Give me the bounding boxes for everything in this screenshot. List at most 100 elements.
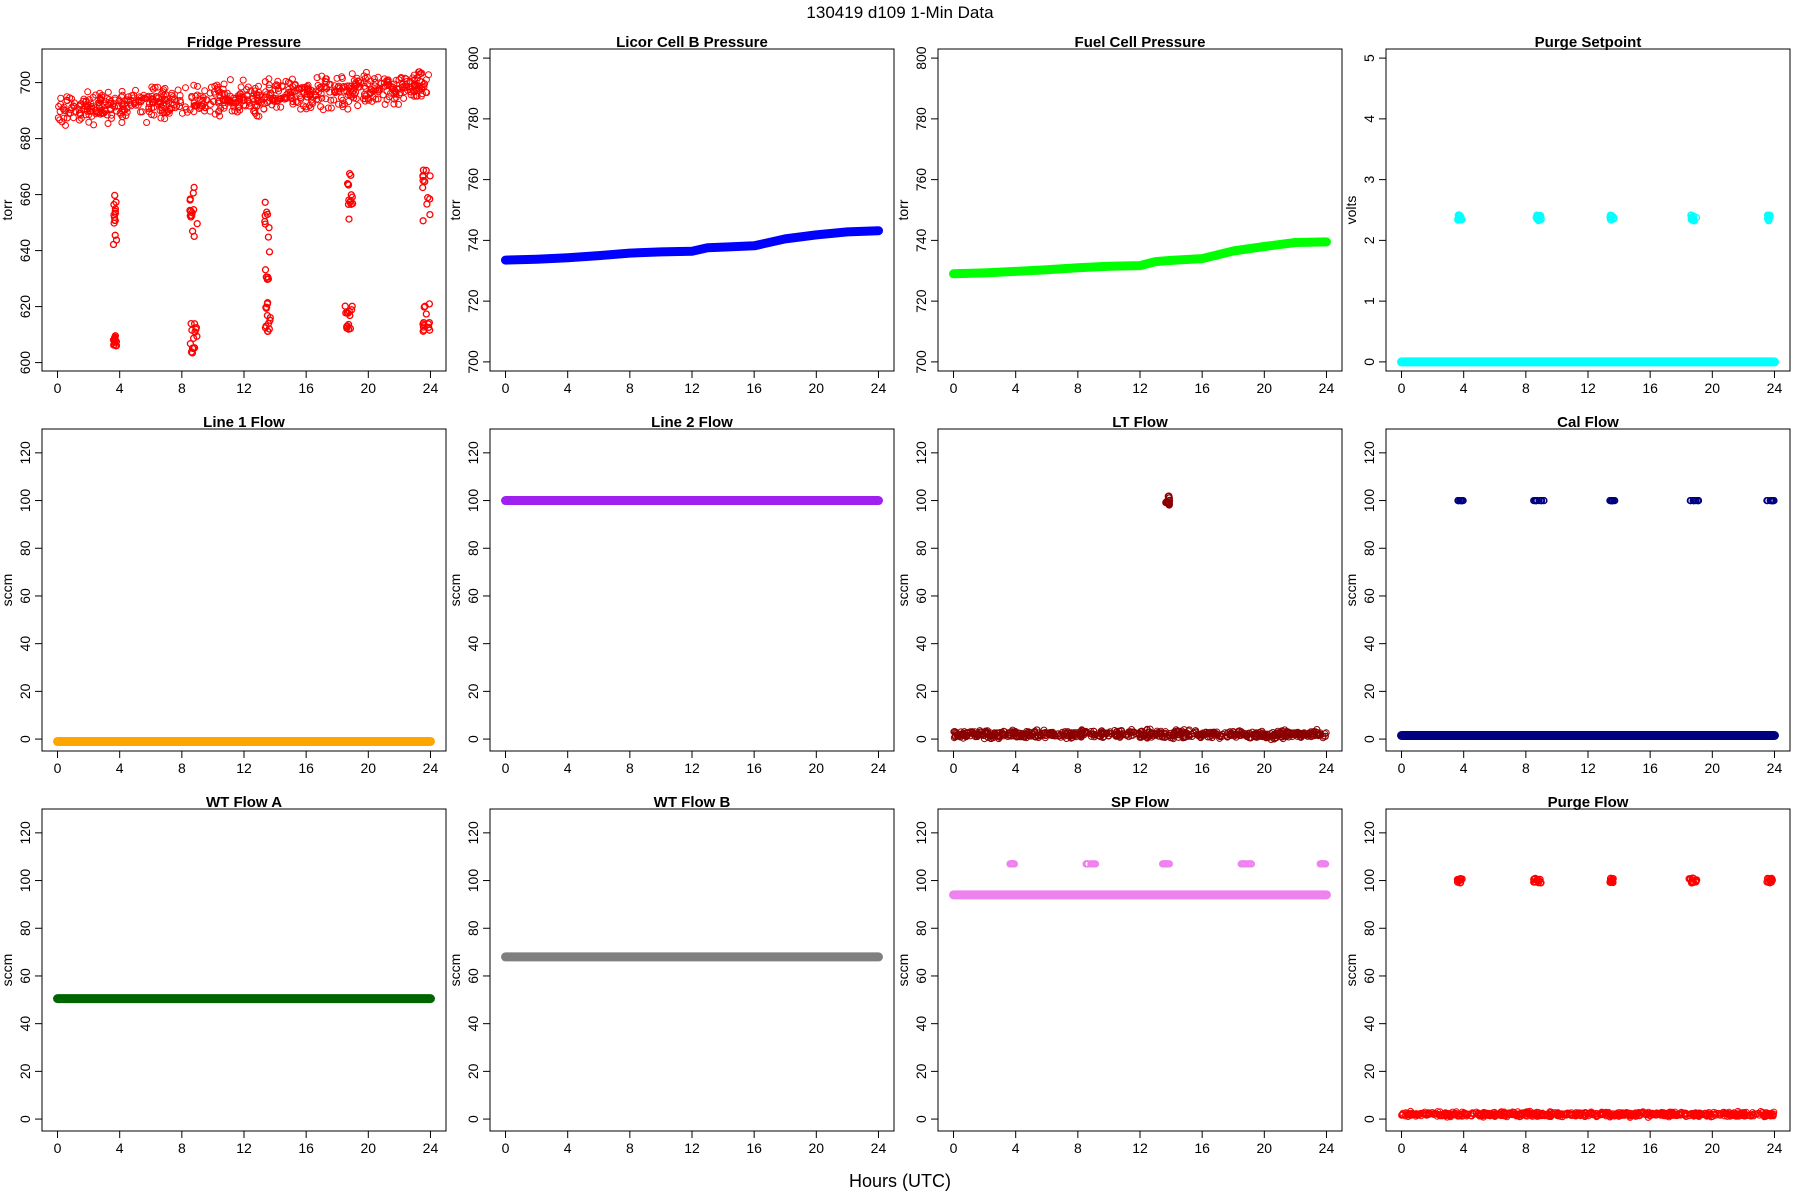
data-point (273, 81, 281, 89)
y-tick-label: 40 (465, 1016, 481, 1032)
data-point (1247, 860, 1255, 868)
data-point (77, 111, 85, 119)
x-tick-label: 4 (116, 1140, 124, 1156)
y-tick-label: 2 (1361, 236, 1377, 244)
data-point (1321, 860, 1330, 868)
x-tick-label: 0 (54, 760, 62, 776)
data-point (237, 83, 245, 91)
data-point (1185, 731, 1192, 739)
data-point (1516, 1113, 1524, 1121)
plot-frame (1385, 428, 1791, 752)
data-point (345, 82, 353, 90)
data-point (1226, 728, 1234, 736)
data-point (397, 74, 405, 81)
data-point (193, 102, 201, 110)
data-point (333, 74, 341, 82)
data-point (149, 85, 157, 93)
data-point (1750, 1110, 1758, 1118)
data-point (275, 87, 282, 95)
data-point (1747, 1112, 1755, 1120)
data-point (1098, 729, 1105, 736)
x-tick-label: 8 (178, 1140, 186, 1156)
y-tick-label: 0 (17, 1115, 33, 1123)
data-point (187, 319, 195, 328)
data-point (1618, 1110, 1625, 1118)
data-point (186, 211, 194, 220)
data-point (374, 88, 382, 96)
data-point (260, 105, 268, 113)
data-point (1087, 730, 1095, 738)
data-point (413, 87, 421, 94)
data-point (322, 75, 330, 83)
data-point (301, 83, 309, 91)
plot-frame (489, 48, 895, 372)
data-point (422, 88, 430, 96)
x-tick-label: 12 (1580, 380, 1596, 396)
x-tick-label: 12 (1132, 1140, 1148, 1156)
data-point (188, 344, 197, 352)
data-point (346, 324, 355, 333)
data-point (251, 84, 259, 92)
data-point (1607, 874, 1615, 882)
data-point (374, 73, 382, 81)
data-point (1437, 1111, 1445, 1119)
data-point (1001, 728, 1009, 736)
data-point (1031, 728, 1038, 736)
data-point (1188, 730, 1196, 738)
y-tick-label: 640 (17, 239, 33, 263)
data-point (381, 100, 389, 108)
data-layer (1397, 211, 1779, 367)
data-point (216, 112, 224, 120)
y-tick-label: 760 (913, 168, 929, 192)
data-point (1715, 1109, 1723, 1117)
panel-purge-flow: Purge Flow 0 4 8 12 16 20 24 0 20 40 60 80 100 120 sccm (1343, 794, 1791, 1156)
x-tick-label: 20 (809, 760, 825, 776)
data-point (371, 82, 379, 90)
data-point (282, 77, 290, 85)
data-point (264, 233, 273, 241)
data-point (426, 172, 434, 180)
data-point (417, 69, 425, 77)
x-tick-label: 8 (1522, 760, 1530, 776)
data-point (1433, 1110, 1441, 1118)
x-tick-label: 24 (1767, 760, 1783, 776)
data-point (346, 91, 354, 99)
y-tick-label: 100 (1361, 869, 1377, 893)
data-point (158, 109, 166, 117)
data-point (980, 732, 988, 740)
data-point (345, 215, 353, 223)
y-tick-label: 60 (17, 588, 33, 604)
x-tick-label: 12 (684, 760, 700, 776)
y-axis-label: sccm (0, 954, 15, 987)
data-point (327, 104, 335, 112)
data-point (1143, 734, 1151, 742)
x-tick-label: 8 (178, 760, 186, 776)
x-tick-label: 0 (54, 1140, 62, 1156)
data-point (1688, 214, 1697, 222)
panel-title: Purge Setpoint (1535, 34, 1642, 51)
data-point (424, 320, 433, 328)
data-point (1769, 496, 1777, 505)
data-point (110, 211, 118, 219)
data-point (56, 108, 64, 115)
x-tick-label: 8 (1522, 380, 1530, 396)
data-point (188, 94, 196, 102)
data-point (1260, 731, 1268, 739)
panel-lt-flow: LT Flow 0 4 8 12 16 20 24 0 20 40 60 80 100 120 sccm (895, 414, 1343, 776)
x-tick-label: 0 (1398, 760, 1406, 776)
panel-sp-flow: SP Flow 0 4 8 12 16 20 24 0 20 40 60 80 100 120 sccm (895, 794, 1343, 1156)
data-point (1077, 733, 1085, 741)
y-tick-label: 740 (913, 228, 929, 252)
data-point (207, 100, 215, 108)
data-point (1130, 728, 1138, 736)
data-point (118, 87, 126, 95)
x-tick-label: 24 (871, 380, 887, 396)
x-tick-label: 12 (684, 1140, 700, 1156)
plot-frame (489, 808, 895, 1132)
panel-title: Purge Flow (1548, 794, 1629, 811)
data-point (1456, 875, 1464, 883)
data-point (190, 81, 198, 89)
data-point (304, 93, 311, 101)
data-point (368, 97, 376, 105)
data-point (1578, 1110, 1586, 1117)
